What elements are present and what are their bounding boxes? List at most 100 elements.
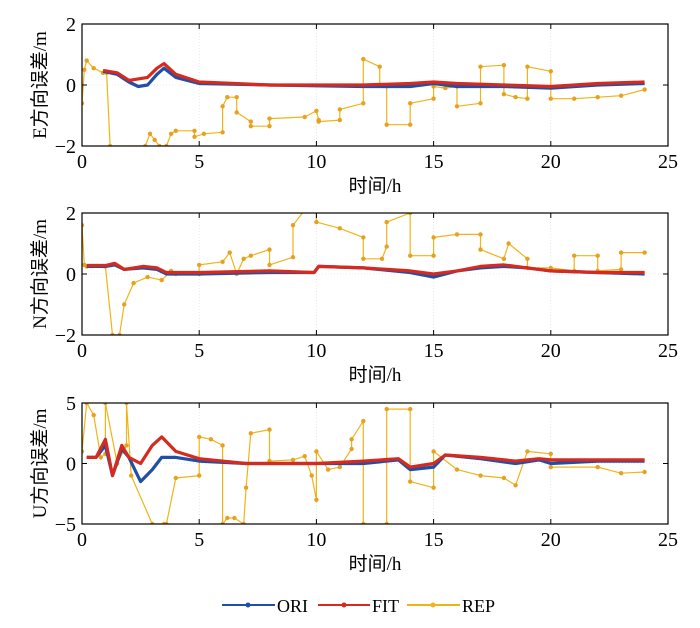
u-ytick-label: 0 bbox=[66, 454, 76, 476]
n-point-rep bbox=[478, 247, 483, 252]
e-point-rep bbox=[337, 117, 342, 123]
e-point-rep bbox=[337, 107, 342, 112]
n-point-rep bbox=[618, 250, 624, 255]
u-point-rep bbox=[349, 446, 354, 452]
e-point-rep bbox=[192, 134, 197, 139]
e-ytick-label: 2 bbox=[66, 14, 76, 36]
u-point-rep bbox=[243, 485, 249, 490]
n-point-rep bbox=[290, 255, 296, 260]
n-point-rep bbox=[145, 274, 150, 280]
n-point-rep bbox=[241, 256, 246, 261]
e-point-rep bbox=[267, 124, 272, 129]
e-point-rep bbox=[525, 96, 530, 101]
n-point-rep bbox=[267, 262, 272, 268]
u-point-rep bbox=[454, 467, 460, 472]
u-point-rep bbox=[478, 473, 483, 478]
n-ytick-label: −2 bbox=[55, 325, 76, 347]
n-point-rep bbox=[290, 223, 296, 228]
e-point-rep bbox=[314, 108, 319, 114]
n-xtick-label: 25 bbox=[658, 340, 678, 362]
legend-label-rep: REP bbox=[462, 596, 495, 616]
n-point-rep bbox=[384, 219, 389, 225]
n-point-rep bbox=[314, 219, 319, 225]
u-point-rep bbox=[197, 473, 202, 478]
n-point-rep bbox=[122, 302, 127, 307]
e-point-rep bbox=[234, 110, 239, 115]
e-point-rep bbox=[478, 64, 483, 69]
u-point-rep bbox=[408, 406, 413, 412]
u-point-rep bbox=[124, 443, 129, 448]
n-point-rep bbox=[478, 232, 483, 237]
e-ytick-label: −2 bbox=[55, 136, 76, 158]
n-point-rep bbox=[303, 208, 307, 212]
u-point-rep bbox=[314, 449, 319, 454]
e-point-rep bbox=[234, 95, 239, 100]
u-point-rep bbox=[337, 464, 342, 470]
n-xtick-label: 0 bbox=[77, 340, 87, 362]
e-xtick-label: 20 bbox=[541, 151, 561, 173]
u-point-rep bbox=[595, 464, 600, 470]
n-point-rep bbox=[379, 256, 385, 261]
e-xtick-label: 0 bbox=[77, 151, 87, 173]
e-point-rep bbox=[548, 96, 553, 101]
u-point-rep bbox=[232, 515, 237, 521]
u-point-rep bbox=[642, 469, 647, 475]
n-point-rep bbox=[267, 247, 272, 252]
e-point-rep bbox=[248, 119, 253, 124]
legend: ORI FIT REP bbox=[222, 596, 495, 616]
legend-marker-ori bbox=[245, 602, 251, 608]
u-point-rep bbox=[129, 473, 134, 478]
e-point-rep bbox=[525, 64, 530, 69]
u-point-rep bbox=[91, 412, 96, 418]
u-point-rep bbox=[384, 406, 389, 412]
legend-label-fit: FIT bbox=[372, 596, 399, 616]
u-point-rep bbox=[208, 437, 214, 442]
e-point-rep bbox=[361, 56, 366, 62]
e-point-rep bbox=[82, 67, 87, 73]
n-point-rep bbox=[572, 253, 577, 258]
e-point-rep bbox=[478, 101, 483, 106]
e-point-rep bbox=[548, 69, 553, 74]
e-point-rep bbox=[267, 116, 272, 121]
u-point-rep bbox=[248, 431, 253, 436]
n-point-rep bbox=[314, 205, 318, 209]
e-point-rep bbox=[152, 137, 157, 143]
n-point-rep bbox=[595, 253, 600, 258]
e-point-rep bbox=[642, 87, 647, 92]
e-point-rep bbox=[384, 122, 389, 127]
n-ytick-label: 2 bbox=[66, 203, 76, 225]
u-point-rep bbox=[314, 497, 319, 502]
e-point-rep bbox=[618, 93, 624, 98]
u-point-rep bbox=[513, 483, 518, 488]
e-point-rep bbox=[201, 131, 207, 136]
n-xtick-label: 5 bbox=[194, 340, 204, 362]
u-point-rep bbox=[361, 418, 366, 424]
e-point-rep bbox=[572, 96, 577, 101]
e-point-rep bbox=[431, 96, 436, 101]
n-point-rep bbox=[454, 232, 460, 237]
e-point-rep bbox=[501, 92, 507, 97]
e-point-rep bbox=[377, 64, 382, 69]
u-ylabel: U方向误差/m bbox=[29, 408, 51, 518]
n-point-rep bbox=[618, 267, 624, 272]
n-xlabel: 时间/h bbox=[349, 364, 402, 386]
e-point-rep bbox=[248, 124, 253, 129]
n-point-rep bbox=[384, 244, 389, 249]
u-point-rep bbox=[349, 437, 354, 442]
n-point-rep bbox=[361, 256, 366, 261]
n-point-rep bbox=[431, 253, 436, 258]
u-xtick-label: 20 bbox=[541, 529, 561, 551]
u-point-rep bbox=[325, 467, 331, 472]
u-point-rep bbox=[173, 475, 178, 481]
e-xtick-label: 10 bbox=[306, 151, 326, 173]
e-xtick-label: 25 bbox=[658, 151, 678, 173]
u-xlabel: 时间/h bbox=[349, 553, 402, 575]
n-point-rep bbox=[337, 226, 342, 231]
e-point-rep bbox=[225, 95, 230, 100]
n-point-rep bbox=[548, 265, 553, 271]
n-point-rep bbox=[501, 256, 507, 261]
u-series-ori bbox=[86, 443, 645, 484]
n-ylabel: N方向误差/m bbox=[29, 219, 51, 329]
u-point-rep bbox=[618, 471, 624, 476]
